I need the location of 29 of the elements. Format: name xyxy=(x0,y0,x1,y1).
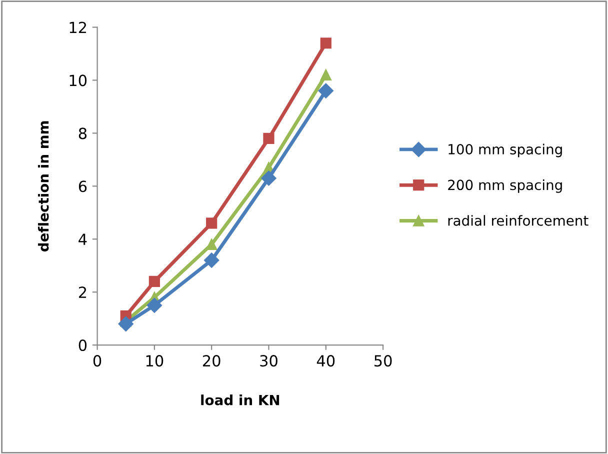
y-tick-label: 2 xyxy=(78,286,86,298)
x-axis-title: load in KN xyxy=(201,394,280,406)
y-tick-label: 8 xyxy=(78,128,87,140)
y-tick-label: 12 xyxy=(70,22,86,34)
x-tick-label: 0 xyxy=(93,355,102,367)
point xyxy=(148,276,160,288)
point xyxy=(206,218,218,229)
point xyxy=(146,298,162,313)
y-tick-label: 10 xyxy=(70,74,87,86)
x-tick-label: 20 xyxy=(202,355,220,367)
point xyxy=(204,252,220,268)
x-tick-label: 40 xyxy=(316,355,335,367)
x-tick-label: 10 xyxy=(146,355,164,367)
x-tick-label: 30 xyxy=(260,355,278,367)
point xyxy=(318,83,334,98)
x-tick-label: 50 xyxy=(374,355,392,367)
y-tick-label: 4 xyxy=(78,234,87,245)
legend-label: 200 mm spacing xyxy=(448,179,562,193)
point xyxy=(206,238,218,250)
point xyxy=(320,69,332,80)
point xyxy=(263,132,274,144)
y-tick-label: 0 xyxy=(78,340,87,352)
legend-label: 100 mm spacing xyxy=(448,144,562,158)
y-tick-label: 6 xyxy=(78,180,87,192)
point xyxy=(118,316,134,332)
point xyxy=(261,170,276,186)
legend-label: radial reinforcement xyxy=(448,215,588,226)
y-axis-title: deflection in mm xyxy=(38,121,49,252)
point xyxy=(320,38,332,49)
